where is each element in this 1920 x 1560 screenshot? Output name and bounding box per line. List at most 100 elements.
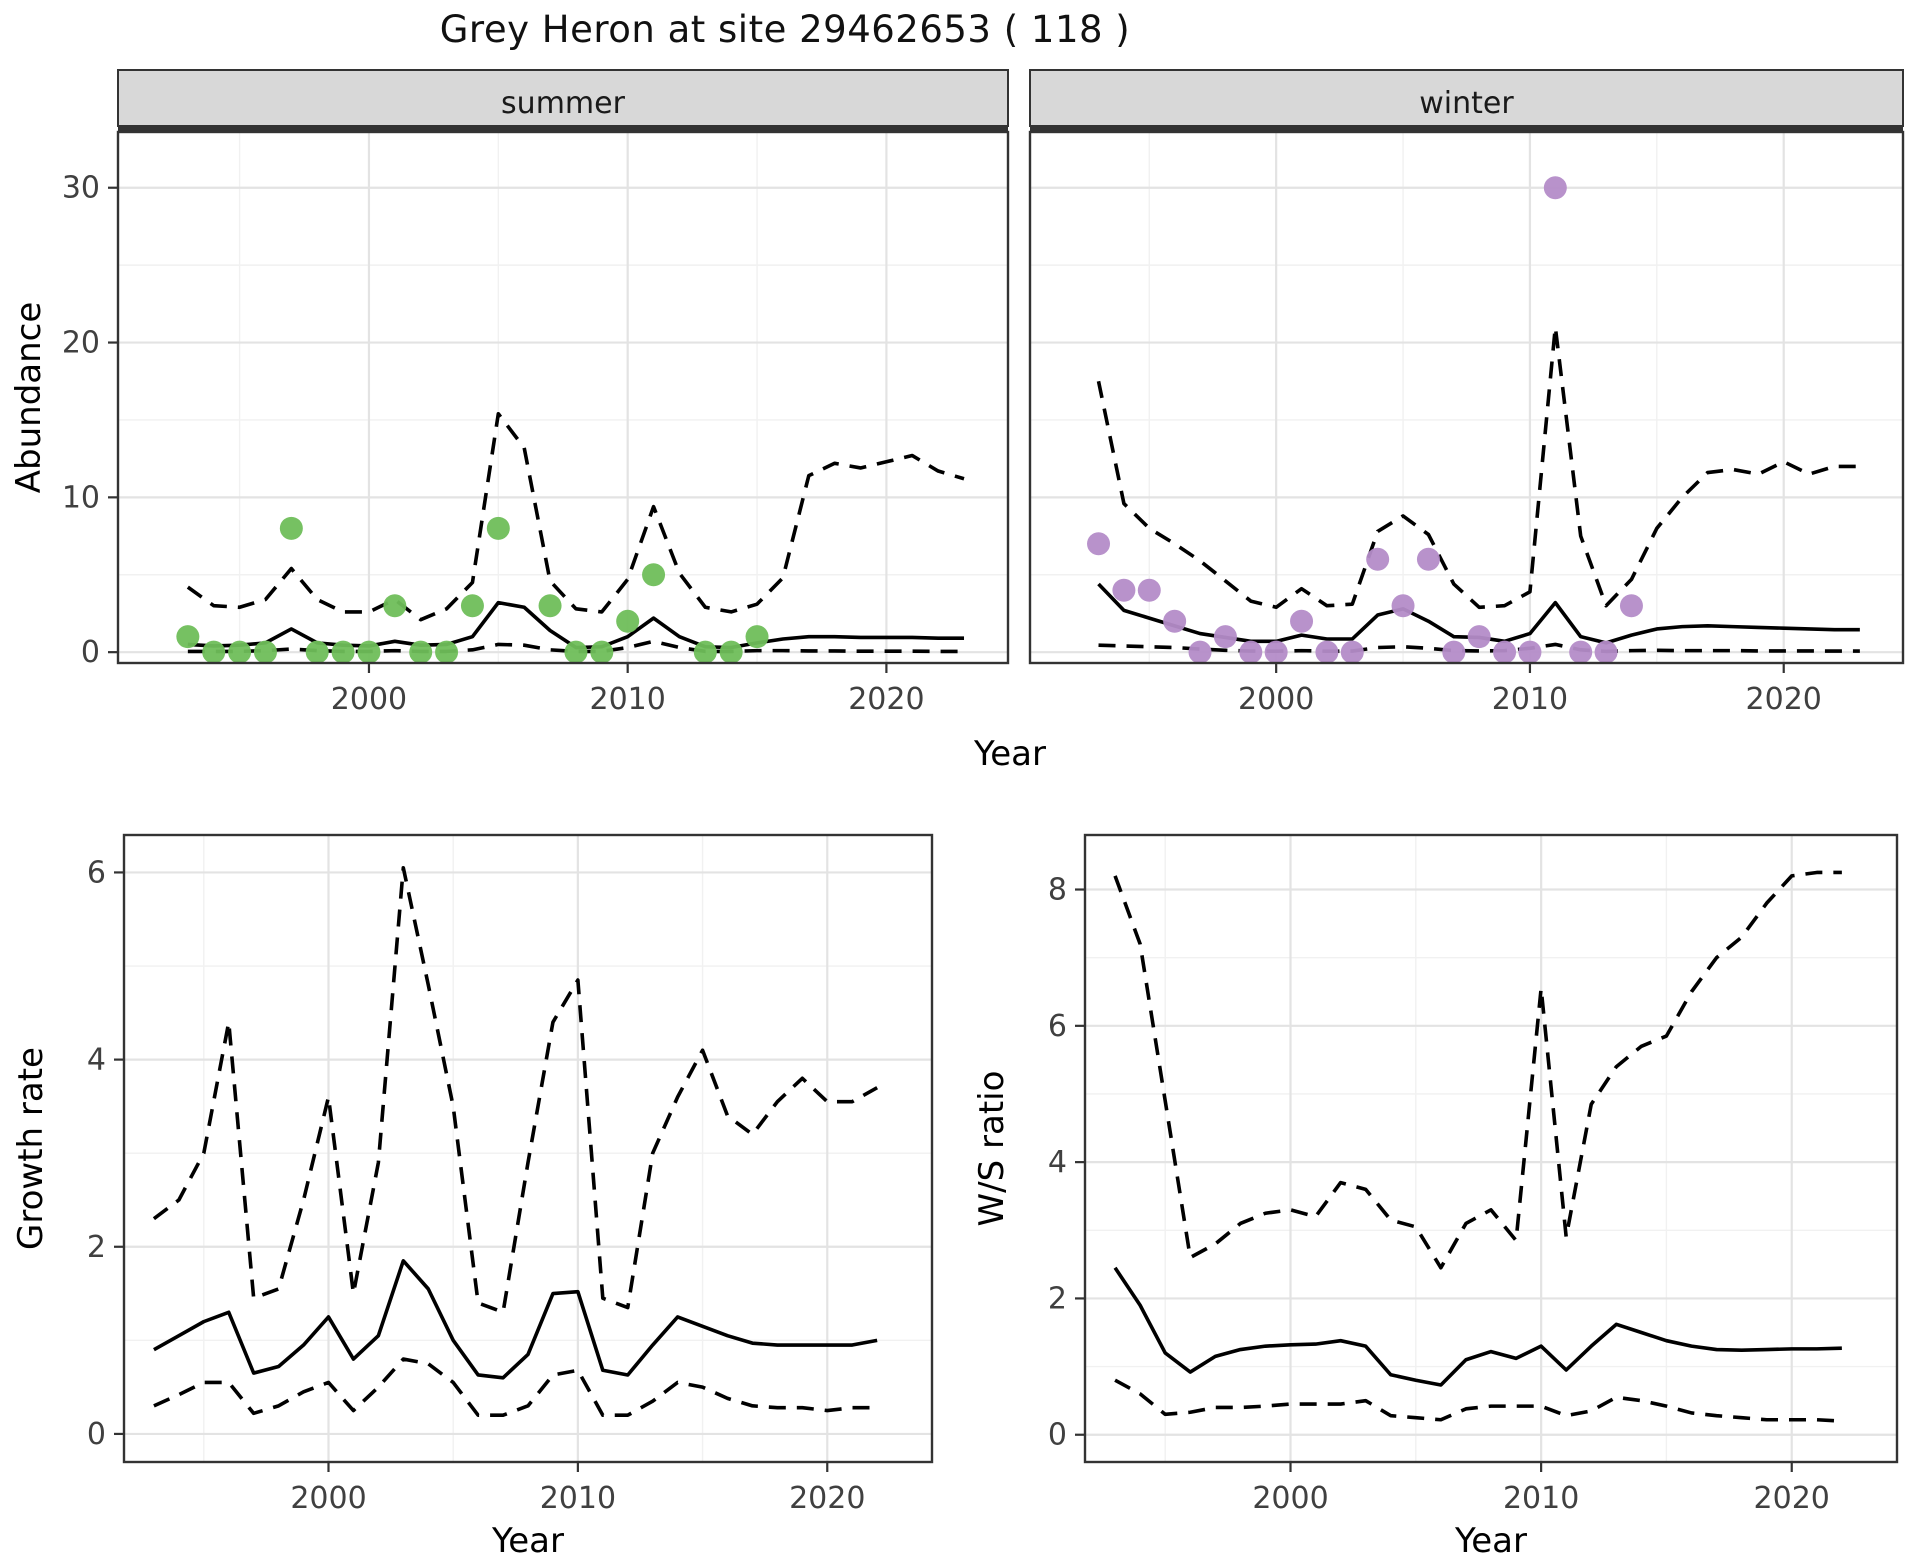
observed-point: [564, 640, 588, 664]
observed-point: [1264, 640, 1288, 664]
ci-lower-line: [1098, 642, 1860, 654]
panel-border: [122, 833, 934, 1464]
x-tick-label: 2000: [1252, 1481, 1328, 1516]
observed-point: [642, 563, 666, 587]
y-tick-label: 6: [87, 855, 106, 890]
y-tick-label: 10: [62, 480, 100, 515]
x-axis-title: Year: [491, 1521, 564, 1560]
axis-ticks: 2000 2010 2020 0 10 20 30: [62, 171, 925, 717]
panel-grid: [118, 132, 1008, 663]
observed-point: [1188, 640, 1212, 664]
observed-point: [1366, 547, 1390, 571]
observed-point: [1467, 625, 1491, 649]
panel-border: [1083, 833, 1899, 1464]
observed-point: [719, 640, 743, 664]
x-tick-label: 2000: [331, 682, 407, 717]
y-tick-label: 2: [87, 1230, 106, 1265]
y-axis-title: Abundance: [9, 302, 49, 494]
chart-title: Grey Heron at site 29462653 ( 118 ): [439, 8, 1131, 51]
observed-point: [1543, 176, 1567, 200]
observed-point: [331, 640, 355, 664]
observed-point: [202, 640, 226, 664]
ci-upper-line: [1113, 870, 1842, 1270]
y-tick-label: 4: [1048, 1145, 1067, 1180]
observed-point: [383, 594, 407, 618]
observed-point: [279, 516, 303, 540]
y-tick-label: 0: [1048, 1418, 1067, 1453]
panel-ws_ratio: 2000 2010 2020 0 2 4 6 8 Year W/S ratio: [972, 833, 1899, 1560]
y-tick-label: 20: [62, 326, 100, 361]
observed-point: [486, 516, 510, 540]
observed-point: [1619, 594, 1643, 618]
facet-label: winter: [1419, 86, 1514, 121]
panel-border: [116, 130, 1010, 665]
observed-point: [1290, 609, 1314, 633]
fitted-line: [153, 1258, 878, 1380]
observed-point: [1213, 625, 1237, 649]
observed-point: [1163, 609, 1187, 633]
observed-point: [1442, 640, 1466, 664]
ci-upper-line: [1096, 325, 1860, 610]
facet-strip-winter: winter: [1029, 69, 1904, 132]
y-tick-label: 4: [87, 1043, 106, 1078]
x-tick-label: 2010: [540, 1481, 616, 1516]
facet-strip-bg: [1029, 69, 1904, 127]
x-tick-label: 2010: [1492, 682, 1568, 717]
observed-point: [745, 625, 769, 649]
observed-point: [1391, 594, 1415, 618]
panel-winter-abundance: winter 2000 2010 2020: [1028, 69, 1905, 717]
y-axis-title: W/S ratio: [972, 1071, 1012, 1227]
panel-border: [1028, 130, 1905, 665]
observed-point: [176, 625, 200, 649]
observed-point: [1569, 640, 1593, 664]
observed-point: [1594, 640, 1618, 664]
y-tick-label: 6: [1048, 1009, 1067, 1044]
ci-lower-line: [153, 1357, 878, 1418]
ci-lower-line: [1114, 1378, 1842, 1423]
panel-grid: [124, 835, 932, 1462]
observed-point: [1112, 578, 1136, 602]
axis-ticks: 2000 2010 2020 0 2 4 6 8: [1048, 873, 1830, 1516]
panel-grid: [1085, 835, 1897, 1462]
observed-point: [1416, 547, 1440, 571]
x-tick-label: 2020: [789, 1481, 865, 1516]
panel-grid: [1030, 132, 1903, 663]
observed-point: [616, 609, 640, 633]
observed-point: [357, 640, 381, 664]
observed-point: [460, 594, 484, 618]
y-tick-label: 30: [62, 171, 100, 206]
x-tick-label: 2000: [1238, 682, 1314, 717]
panel-summer-abundance: summer 2000 2010 2020 0 10 20 30: [62, 69, 1010, 717]
x-tick-label: 2020: [1754, 1481, 1830, 1516]
panel-growth_rate: 2000 2010 2020 0 2 4 6 Year Growth rate: [11, 833, 934, 1560]
observed-point: [538, 594, 562, 618]
x-tick-label: 2000: [290, 1481, 366, 1516]
observed-point: [1137, 578, 1161, 602]
ci-lower-line: [187, 639, 965, 654]
observed-point: [1493, 640, 1517, 664]
observed-point: [1239, 640, 1263, 664]
x-tick-label: 2020: [848, 682, 924, 717]
x-axis-title: Year: [1454, 1521, 1527, 1560]
y-tick-label: 8: [1048, 873, 1067, 908]
axis-ticks: 2000 2010 2020 0 2 4 6: [87, 855, 866, 1516]
facet-label: summer: [501, 86, 626, 121]
observed-points: [176, 516, 769, 664]
observed-point: [693, 640, 717, 664]
ci-upper-line: [186, 411, 965, 622]
x-tick-label: 2010: [590, 682, 666, 717]
observed-point: [590, 640, 614, 664]
facet-strip-underline: [1030, 126, 1903, 132]
observed-point: [253, 640, 277, 664]
facet-strip-summer: summer: [117, 69, 1009, 132]
facet-strip-bg: [117, 69, 1009, 127]
observed-points: [1087, 176, 1643, 664]
ci-upper-line: [152, 865, 879, 1315]
fitted-line: [1113, 1266, 1842, 1387]
y-axis-title: Growth rate: [11, 1047, 51, 1250]
y-tick-label: 0: [87, 1417, 106, 1452]
observed-point: [409, 640, 433, 664]
